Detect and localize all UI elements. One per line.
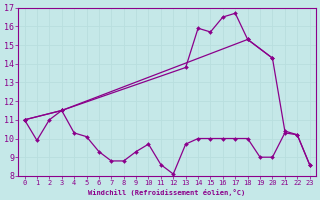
X-axis label: Windchill (Refroidissement éolien,°C): Windchill (Refroidissement éolien,°C) — [88, 189, 246, 196]
